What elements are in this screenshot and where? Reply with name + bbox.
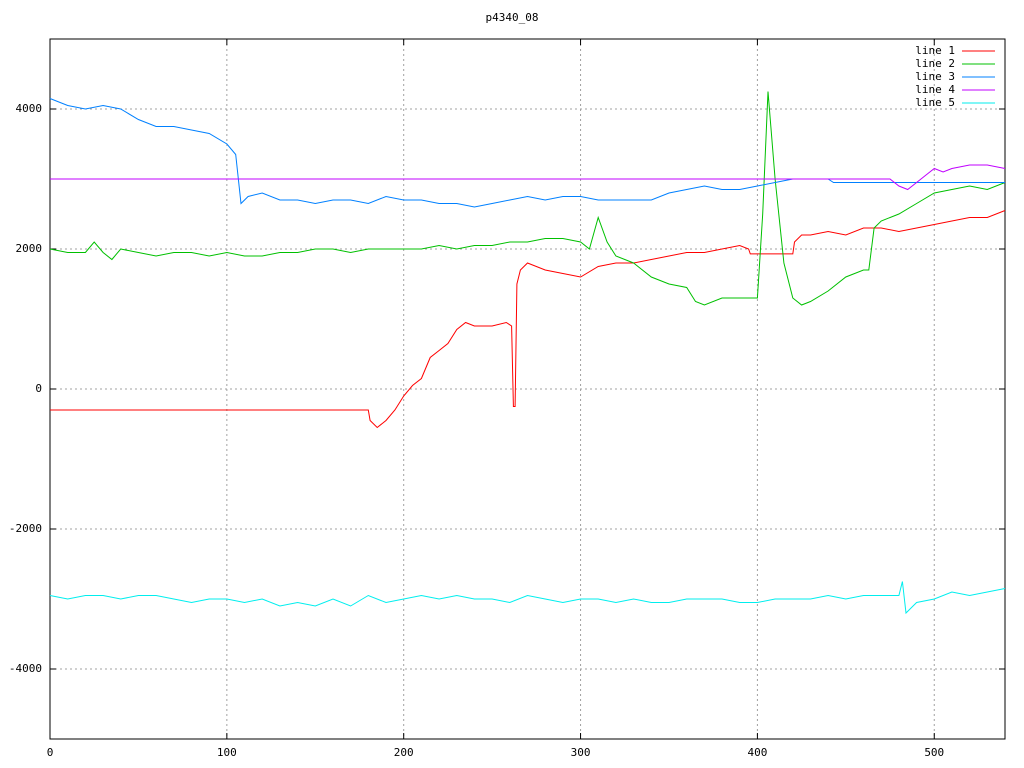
x-tick-label: 200 — [394, 746, 414, 759]
plot-border — [49, 38, 1006, 740]
legend-label: line 2 — [915, 57, 955, 70]
line-series — [50, 210, 1006, 429]
legend-label: line 1 — [915, 44, 955, 57]
line-series — [49, 98, 1005, 208]
y-tick-label: -2000 — [9, 522, 42, 535]
x-tick-label: 300 — [571, 746, 591, 759]
line-series — [49, 91, 1006, 306]
y-tick-label: 2000 — [16, 242, 43, 255]
line-series — [50, 164, 1006, 191]
x-tick-label: 400 — [747, 746, 767, 759]
x-tick-label: 0 — [47, 746, 54, 759]
legend-label: line 4 — [915, 83, 955, 96]
legend-label: line 3 — [915, 70, 955, 83]
x-tick-label: 500 — [924, 746, 944, 759]
y-tick-label: 0 — [35, 382, 42, 395]
y-tick-label: 4000 — [16, 102, 43, 115]
line-series — [49, 581, 1006, 615]
y-tick-label: -4000 — [9, 662, 42, 675]
legend-label: line 5 — [915, 96, 955, 109]
chart-title: p4340_08 — [486, 11, 539, 24]
x-tick-label: 100 — [217, 746, 237, 759]
